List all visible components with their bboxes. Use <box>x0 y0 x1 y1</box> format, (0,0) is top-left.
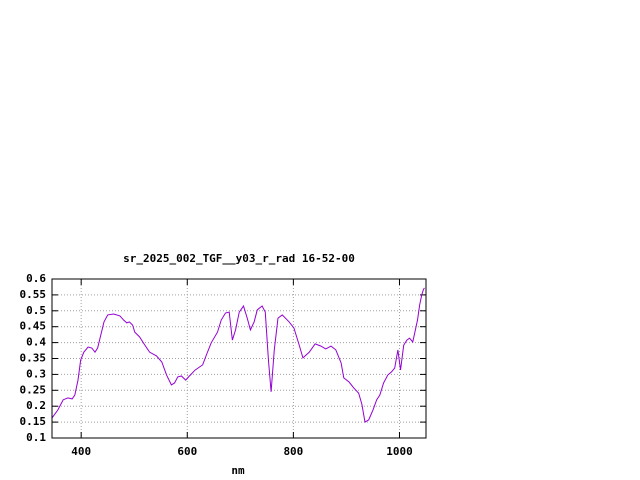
data-line <box>51 287 425 423</box>
plot-border <box>51 278 427 439</box>
y-tick-label: 0.55 <box>20 288 47 301</box>
x-tick-label: 800 <box>283 445 303 458</box>
y-tick-label: 0.2 <box>26 399 46 412</box>
y-tick-label: 0.15 <box>20 415 47 428</box>
y-tick-label: 0.5 <box>26 304 46 317</box>
x-tick-label: 600 <box>177 445 197 458</box>
x-tick-label: 400 <box>71 445 91 458</box>
y-tick-label: 0.1 <box>26 431 46 444</box>
y-tick-label: 0.4 <box>26 336 46 349</box>
y-tick-label: 0.25 <box>20 383 47 396</box>
y-tick-label: 0.3 <box>26 367 46 380</box>
y-tick-label: 0.45 <box>20 320 47 333</box>
x-axis-label: nm <box>231 464 245 477</box>
y-tick-label: 0.35 <box>20 352 47 365</box>
x-tick-label: 1000 <box>386 445 413 458</box>
y-tick-label: 0.6 <box>26 272 46 285</box>
chart-title: sr_2025_002_TGF__y03_r_rad 16-52-00 <box>123 252 355 265</box>
